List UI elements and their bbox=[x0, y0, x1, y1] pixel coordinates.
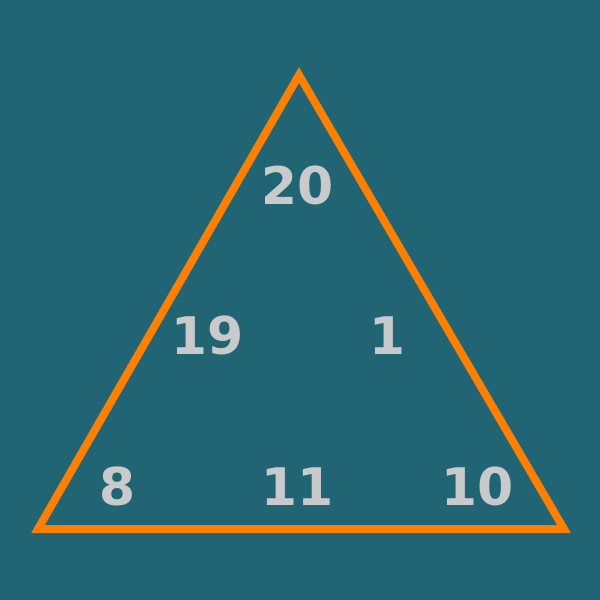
number-bottom-middle: 11 bbox=[260, 458, 334, 518]
number-left-middle: 19 bbox=[170, 307, 244, 367]
number-bottom-right: 10 bbox=[440, 458, 514, 518]
number-top: 20 bbox=[260, 157, 334, 217]
number-right-middle: 1 bbox=[368, 307, 406, 367]
number-bottom-left: 8 bbox=[98, 458, 136, 518]
triangle-outline bbox=[31, 67, 571, 533]
